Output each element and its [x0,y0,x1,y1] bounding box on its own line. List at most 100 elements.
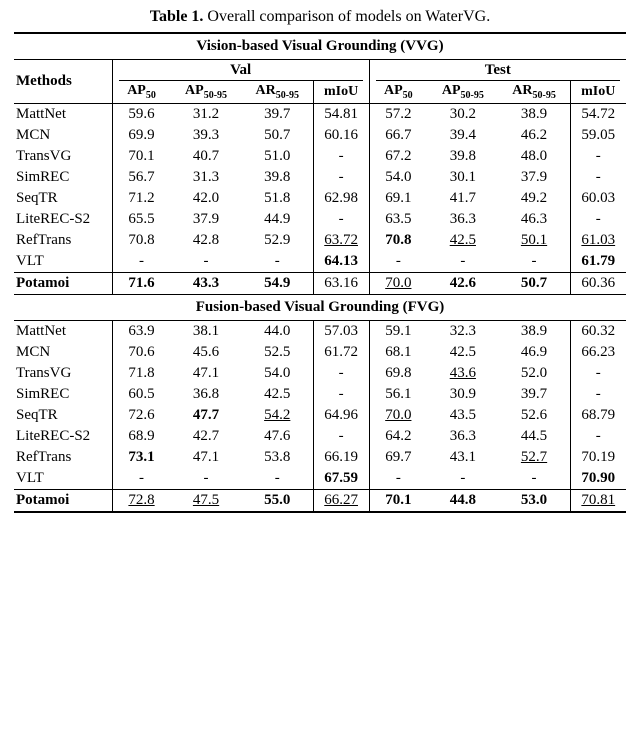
value-cell: 67.59 [313,468,369,490]
value-cell: 39.7 [499,384,570,405]
value-cell: 69.9 [112,125,170,146]
value-cell: 46.3 [499,209,570,230]
value-cell: 54.0 [369,167,427,188]
methods-header: Methods [14,60,112,104]
value-cell: 40.7 [170,146,241,167]
caption-prefix: Table 1. [150,8,204,25]
value-cell: 44.0 [242,320,313,342]
method-cell: SeqTR [14,188,112,209]
value-cell: - [313,426,369,447]
value-cell: 70.0 [369,273,427,295]
section-title: Fusion-based Visual Grounding (FVG) [14,294,626,320]
value-cell: 36.8 [170,384,241,405]
method-cell: MCN [14,125,112,146]
value-cell: 51.0 [242,146,313,167]
value-cell: 47.7 [170,405,241,426]
metric-header: mIoU [570,81,626,103]
value-cell: 44.8 [427,490,498,512]
value-cell: 46.2 [499,125,570,146]
value-cell: - [570,146,626,167]
value-cell: 30.1 [427,167,498,188]
value-cell: 43.6 [427,363,498,384]
value-cell: 62.98 [313,188,369,209]
value-cell: 71.8 [112,363,170,384]
value-cell: 66.7 [369,125,427,146]
value-cell: 65.5 [112,209,170,230]
value-cell: 42.8 [170,230,241,251]
metric-header: AP50-95 [170,81,241,103]
value-cell: 52.7 [499,447,570,468]
method-cell: TransVG [14,363,112,384]
metric-header: AR50-95 [242,81,313,103]
value-cell: - [499,251,570,273]
value-cell: - [313,209,369,230]
value-cell: 31.2 [170,103,241,125]
value-cell: 52.9 [242,230,313,251]
val-header: Val [112,60,369,82]
value-cell: 72.8 [112,490,170,512]
value-cell: 70.81 [570,490,626,512]
value-cell: - [369,468,427,490]
value-cell: - [313,363,369,384]
method-cell: Potamoi [14,490,112,512]
value-cell: - [170,468,241,490]
value-cell: 39.4 [427,125,498,146]
value-cell: 60.36 [570,273,626,295]
value-cell: 39.7 [242,103,313,125]
method-cell: LiteREC-S2 [14,426,112,447]
value-cell: 45.6 [170,342,241,363]
value-cell: 32.3 [427,320,498,342]
value-cell: 44.5 [499,426,570,447]
value-cell: - [313,146,369,167]
value-cell: 53.8 [242,447,313,468]
metric-header: AP50 [369,81,427,103]
value-cell: - [570,384,626,405]
value-cell: 69.8 [369,363,427,384]
method-cell: VLT [14,468,112,490]
value-cell: 64.96 [313,405,369,426]
value-cell: - [570,167,626,188]
table-caption: Table 1. Overall comparison of models on… [14,8,626,26]
value-cell: 56.1 [369,384,427,405]
value-cell: - [242,251,313,273]
value-cell: 70.0 [369,405,427,426]
value-cell: 60.16 [313,125,369,146]
value-cell: - [369,251,427,273]
value-cell: 68.9 [112,426,170,447]
value-cell: 55.0 [242,490,313,512]
caption-text: Overall comparison of models on WaterVG. [203,8,490,25]
value-cell: 51.8 [242,188,313,209]
value-cell: 57.2 [369,103,427,125]
value-cell: 38.1 [170,320,241,342]
value-cell: 54.0 [242,363,313,384]
method-cell: MCN [14,342,112,363]
value-cell: 42.5 [427,230,498,251]
value-cell: 36.3 [427,426,498,447]
value-cell: - [427,251,498,273]
value-cell: 52.5 [242,342,313,363]
value-cell: 30.2 [427,103,498,125]
value-cell: 42.0 [170,188,241,209]
value-cell: 42.5 [427,342,498,363]
method-cell: RefTrans [14,230,112,251]
value-cell: - [499,468,570,490]
value-cell: 59.1 [369,320,427,342]
value-cell: 70.8 [369,230,427,251]
value-cell: 39.3 [170,125,241,146]
value-cell: 63.72 [313,230,369,251]
value-cell: 47.5 [170,490,241,512]
value-cell: 50.1 [499,230,570,251]
value-cell: 70.6 [112,342,170,363]
value-cell: - [112,251,170,273]
value-cell: 38.9 [499,320,570,342]
value-cell: 36.3 [427,209,498,230]
value-cell: 43.1 [427,447,498,468]
method-cell: VLT [14,251,112,273]
value-cell: 57.03 [313,320,369,342]
metric-header: AP50-95 [427,81,498,103]
value-cell: 42.6 [427,273,498,295]
value-cell: 72.6 [112,405,170,426]
value-cell: 39.8 [427,146,498,167]
value-cell: - [570,426,626,447]
value-cell: 66.27 [313,490,369,512]
